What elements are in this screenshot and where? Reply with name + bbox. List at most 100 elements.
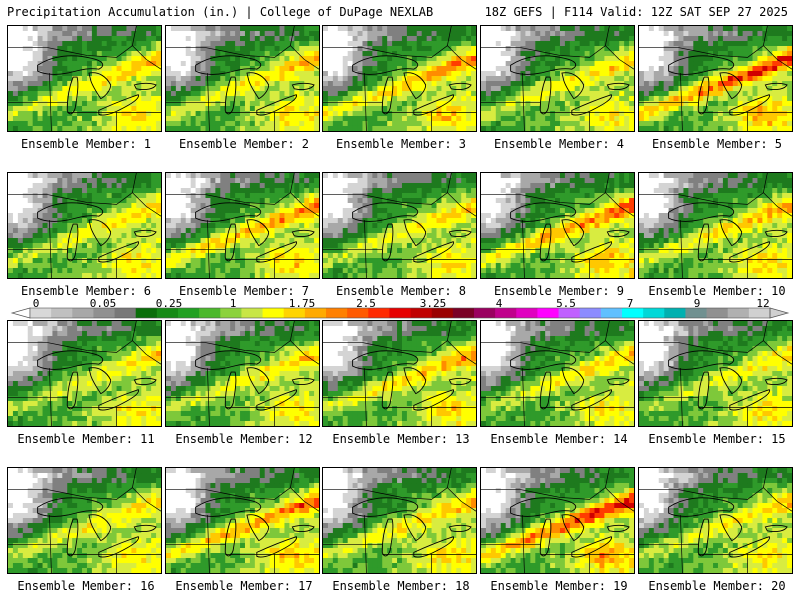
precip-cell: [151, 121, 157, 127]
precip-cell: [38, 56, 44, 62]
precip-cell: [250, 41, 256, 47]
precip-cell: [753, 101, 759, 107]
precip-cell: [97, 86, 103, 92]
precip-cell: [52, 61, 58, 67]
precip-cell: [314, 76, 320, 82]
precip-cell: [47, 258, 53, 264]
precip-cell: [427, 31, 433, 37]
precip-cell: [136, 258, 142, 264]
precip-cell: [126, 233, 132, 239]
precip-cell: [782, 31, 788, 37]
precip-cell: [13, 253, 19, 259]
precip-cell: [18, 71, 24, 77]
precip-cell: [294, 183, 300, 189]
precip-cell: [82, 243, 88, 249]
precip-cell: [772, 36, 778, 42]
precip-cell: [343, 26, 349, 32]
precip-cell: [565, 26, 571, 32]
precip-cell: [215, 228, 221, 234]
precip-cell: [299, 126, 305, 132]
precip-cell: [240, 193, 246, 199]
precip-cell: [540, 106, 546, 112]
precip-cell: [171, 76, 177, 82]
precip-cell: [215, 91, 221, 97]
precip-cell: [8, 248, 14, 254]
precip-cell: [265, 91, 271, 97]
precip-cell: [397, 183, 403, 189]
precip-cell: [753, 26, 759, 32]
precip-cell: [87, 106, 93, 112]
precip-cell: [333, 106, 339, 112]
precip-cell: [260, 268, 266, 274]
precip-cell: [255, 193, 261, 199]
precip-cell: [240, 96, 246, 102]
precip-cell: [240, 263, 246, 269]
precip-cell: [782, 91, 788, 97]
precip-cell: [535, 86, 541, 92]
precip-cell: [117, 66, 123, 72]
precip-cell: [87, 41, 93, 47]
precip-cell: [713, 71, 719, 77]
precip-cell: [501, 81, 507, 87]
precip-cell: [18, 91, 24, 97]
precip-cell: [353, 111, 359, 117]
precip-cell: [186, 208, 192, 214]
precip-cell: [575, 81, 581, 87]
precip-cell: [166, 106, 172, 112]
precip-cell: [767, 111, 773, 117]
precip-cell: [402, 56, 408, 62]
precip-cell: [614, 121, 620, 127]
precip-cell: [491, 76, 497, 82]
precip-cell: [186, 273, 192, 279]
precip-cell: [377, 173, 383, 179]
precip-cell: [230, 26, 236, 32]
precip-cell: [166, 188, 172, 194]
precip-cell: [511, 116, 517, 122]
precip-cell: [186, 233, 192, 239]
precip-cell: [186, 86, 192, 92]
precip-cell: [417, 213, 423, 219]
precip-cell: [23, 273, 29, 279]
precip-cell: [240, 111, 246, 117]
precip-cell: [683, 116, 689, 122]
precip-cell: [382, 178, 388, 184]
precip-cell: [13, 238, 19, 244]
precip-cell: [328, 183, 334, 189]
precip-cell: [77, 188, 83, 194]
precip-cell: [260, 258, 266, 264]
precip-cell: [284, 111, 290, 117]
precip-cell: [280, 86, 286, 92]
precip-cell: [102, 188, 108, 194]
precip-cell: [304, 66, 310, 72]
precip-cell: [654, 96, 660, 102]
precip-cell: [362, 76, 368, 82]
precip-cell: [250, 178, 256, 184]
precip-cell: [191, 86, 197, 92]
precip-cell: [708, 126, 714, 132]
header-valid-time: 18Z GEFS | F114 Valid: 12Z SAT SEP 27 20…: [485, 5, 788, 19]
precip-cell: [82, 96, 88, 102]
precip-cell: [713, 86, 719, 92]
precip-cell: [674, 41, 680, 47]
precip-cell: [427, 96, 433, 102]
precip-cell: [757, 66, 763, 72]
precip-cell: [496, 81, 502, 87]
precip-cell: [441, 56, 447, 62]
precip-cell: [87, 173, 93, 179]
precip-cell: [338, 208, 344, 214]
precip-cell: [122, 36, 128, 42]
precip-cell: [176, 121, 182, 127]
precip-cell: [191, 193, 197, 199]
precip-cell: [748, 41, 754, 47]
precip-cell: [181, 86, 187, 92]
precip-cell: [382, 56, 388, 62]
precip-cell: [299, 248, 305, 254]
precip-cell: [240, 258, 246, 264]
precip-cell: [294, 258, 300, 264]
precip-cell: [250, 116, 256, 122]
precip-cell: [728, 31, 734, 37]
precip-cell: [466, 36, 472, 42]
precip-cell: [112, 36, 118, 42]
precip-cell: [176, 101, 182, 107]
precip-cell: [397, 31, 403, 37]
